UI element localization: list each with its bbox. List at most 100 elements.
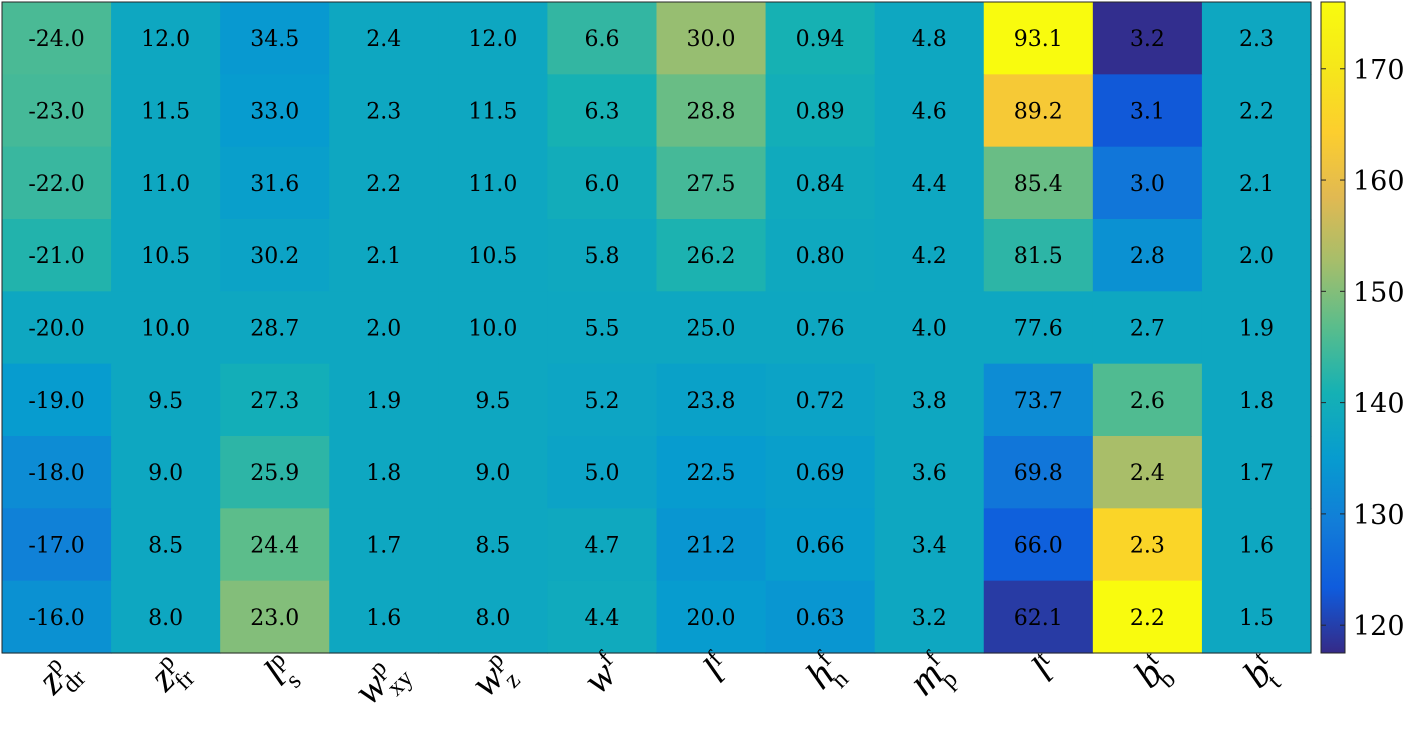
cell-label: 11.5 (141, 100, 190, 125)
heatmap-cell (874, 2, 985, 75)
cell-label: 3.2 (1130, 27, 1165, 52)
heatmap-cells (2, 2, 1312, 654)
heatmap-cell (220, 436, 330, 509)
colorbar: 120 130 140 150 160 170 (1320, 1, 1405, 654)
cell-label: 1.9 (366, 389, 401, 414)
heatmap-cell (1092, 74, 1203, 148)
heatmap-cell (983, 219, 1094, 292)
heatmap-cell (547, 2, 658, 75)
svg-text:wf: wf (574, 645, 631, 702)
cell-label: 0.80 (796, 244, 845, 269)
x-tick-label: wf (574, 645, 631, 702)
cell-label: 34.5 (250, 27, 299, 52)
svg-text:btb: btb (1125, 646, 1182, 703)
cell-label: 24.4 (250, 534, 299, 559)
cell-label: 1.5 (1239, 606, 1274, 631)
heatmap-cell (765, 219, 876, 292)
cell-label: 25.9 (250, 461, 299, 486)
heatmap-cell (438, 363, 549, 437)
svg-text:wpz: wpz (462, 646, 528, 712)
heatmap-cell (329, 580, 439, 654)
colorbar-tick-label: 150 (1353, 277, 1405, 308)
heatmap-cell (874, 436, 985, 509)
cell-label: 25.0 (687, 317, 736, 342)
cell-label: 3.1 (1130, 100, 1165, 125)
cell-label: 1.7 (1239, 461, 1274, 486)
heatmap-cell (983, 291, 1094, 365)
colorbar-frame (1320, 1, 1346, 654)
heatmap-cell (983, 436, 1094, 509)
heatmap-cell (2, 508, 112, 582)
cell-label: 11.5 (468, 100, 517, 125)
cell-label: 12.0 (141, 27, 190, 52)
heatmap-cell (656, 508, 767, 582)
colorbar-gradient (1321, 2, 1345, 653)
heatmap-cell (111, 74, 221, 148)
heatmap-cell (656, 146, 767, 220)
cell-label: 0.84 (796, 172, 845, 197)
cell-label: 66.0 (1014, 534, 1063, 559)
cell-label: 0.66 (796, 534, 845, 559)
cell-label: 10.5 (141, 244, 190, 269)
heatmap-cell (1092, 2, 1203, 75)
heatmap-cell (329, 74, 439, 148)
cell-label: -21.0 (28, 244, 84, 269)
heatmap-cell (547, 146, 658, 220)
cell-label: 23.0 (250, 606, 299, 631)
cell-label: 77.6 (1014, 317, 1063, 342)
heatmap-cell (2, 74, 112, 148)
heatmap-cell (111, 219, 221, 292)
x-tick-label: wpz (462, 646, 528, 712)
cell-label: 2.1 (366, 244, 401, 269)
colorbar-ticks: 120 130 140 150 160 170 (1321, 55, 1405, 642)
heatmap-cell (874, 146, 985, 220)
heatmap-cell (438, 508, 549, 582)
heatmap-cell (1201, 74, 1312, 148)
cell-label: 2.2 (1130, 606, 1165, 631)
heatmap-cell (983, 580, 1094, 654)
heatmap-cell (983, 2, 1094, 75)
cell-label: 5.0 (584, 461, 619, 486)
heatmap-cell (111, 436, 221, 509)
heatmap-cell (656, 363, 767, 437)
heatmap-cell (765, 436, 876, 509)
cell-label: 4.4 (584, 606, 619, 631)
plot-frame (1, 1, 1312, 654)
cell-label: 73.7 (1014, 389, 1063, 414)
heatmap-cell (111, 2, 221, 75)
heatmap-cell (2, 2, 112, 75)
cell-label: 69.8 (1014, 461, 1063, 486)
svg-text:hfn: hfn (797, 645, 856, 704)
heatmap-cell (547, 436, 658, 509)
heatmap-cell (547, 291, 658, 365)
heatmap-cell (438, 219, 549, 292)
cell-label: 3.0 (1130, 172, 1165, 197)
cell-label: 62.1 (1014, 606, 1063, 631)
heatmap-cell (1092, 436, 1203, 509)
colorbar-tick-label: 140 (1353, 389, 1405, 420)
heatmap-cell (1092, 146, 1203, 220)
cell-label: 12.0 (468, 27, 517, 52)
heatmap-cell (656, 74, 767, 148)
heatmap-cell (874, 508, 985, 582)
cell-label: -18.0 (28, 461, 84, 486)
heatmap-cell (438, 74, 549, 148)
svg-text:zpdr: zpdr (28, 645, 92, 709)
cell-label: -19.0 (28, 389, 84, 414)
heatmap-cell (2, 580, 112, 654)
heatmap-cell-labels: -24.0 12.0 34.5 2.4 12.0 6.6 30.0 0.94 4.8 93.1 3.… (28, 27, 1274, 631)
cell-label: 0.69 (796, 461, 845, 486)
cell-label: 31.6 (250, 172, 299, 197)
cell-label: 30.2 (250, 244, 299, 269)
cell-label: 3.4 (912, 534, 947, 559)
heatmap-cell (220, 580, 330, 654)
heatmap-cell (1201, 146, 1312, 220)
heatmap-cell (547, 508, 658, 582)
cell-label: 2.4 (366, 27, 401, 52)
heatmap-cell (438, 2, 549, 75)
x-tick-label: zpfr (140, 648, 201, 700)
cell-label: 10.0 (468, 317, 517, 342)
cell-label: 2.3 (366, 100, 401, 125)
cell-label: 6.0 (584, 172, 619, 197)
heatmap-cell (329, 219, 439, 292)
